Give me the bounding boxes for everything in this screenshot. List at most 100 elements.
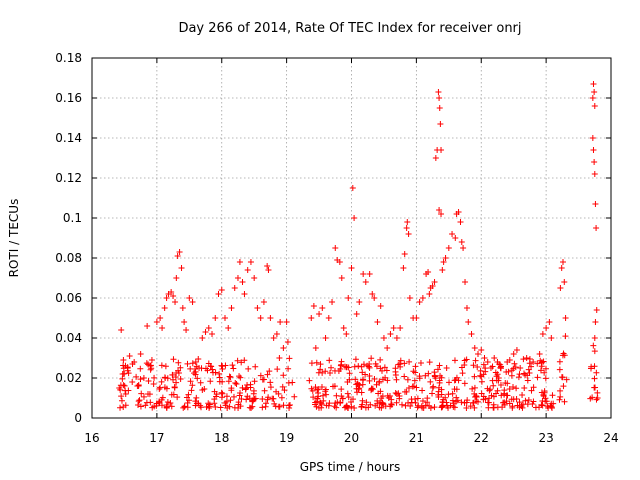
band-point bbox=[368, 355, 375, 362]
data-point bbox=[356, 299, 363, 305]
data-point bbox=[591, 159, 598, 165]
band-point bbox=[510, 384, 517, 391]
band-point bbox=[396, 360, 403, 367]
data-point bbox=[308, 315, 315, 321]
band-point bbox=[559, 374, 566, 381]
band-point bbox=[157, 384, 164, 391]
data-point bbox=[284, 339, 291, 345]
band-point bbox=[212, 404, 219, 411]
data-point bbox=[124, 365, 131, 371]
band-point bbox=[429, 390, 436, 397]
band-point bbox=[471, 384, 478, 391]
data-point bbox=[371, 295, 378, 301]
band-point bbox=[526, 360, 533, 367]
band-point bbox=[265, 394, 272, 401]
band-point bbox=[274, 366, 281, 373]
data-point bbox=[186, 295, 193, 301]
chart-title: Day 266 of 2014, Rate Of TEC Index for r… bbox=[178, 21, 521, 36]
data-point bbox=[118, 327, 125, 333]
band-point bbox=[556, 366, 563, 373]
data-point bbox=[400, 265, 407, 271]
data-point bbox=[406, 295, 413, 301]
data-point bbox=[277, 319, 284, 325]
band-point bbox=[449, 390, 456, 397]
band-point bbox=[539, 359, 546, 366]
data-point bbox=[316, 311, 323, 317]
data-point bbox=[405, 231, 412, 237]
data-point bbox=[144, 323, 151, 329]
band-point bbox=[193, 394, 200, 401]
band-point bbox=[359, 401, 366, 408]
data-point bbox=[497, 365, 504, 371]
data-point bbox=[332, 245, 339, 251]
band-point bbox=[490, 404, 497, 411]
band-point bbox=[538, 389, 545, 396]
band-point bbox=[378, 404, 385, 411]
band-point bbox=[591, 363, 598, 370]
band-point bbox=[497, 382, 504, 389]
data-point bbox=[236, 259, 243, 265]
band-point bbox=[149, 404, 156, 411]
band-point bbox=[405, 384, 412, 391]
band-point bbox=[197, 402, 204, 409]
band-point bbox=[133, 373, 140, 380]
data-point bbox=[481, 355, 488, 361]
band-point bbox=[482, 368, 489, 375]
band-point bbox=[511, 360, 518, 367]
band-point bbox=[351, 363, 358, 370]
band-point bbox=[318, 401, 325, 408]
band-point bbox=[259, 376, 266, 383]
band-point bbox=[142, 402, 149, 409]
data-point bbox=[592, 201, 599, 207]
band-point bbox=[276, 355, 283, 362]
data-point bbox=[199, 335, 206, 341]
band-point bbox=[228, 387, 235, 394]
band-point bbox=[398, 401, 405, 408]
band-point bbox=[249, 398, 256, 405]
data-point bbox=[558, 265, 565, 271]
band-point bbox=[222, 400, 229, 407]
x-tick-label: 19 bbox=[279, 431, 294, 445]
band-point bbox=[120, 404, 127, 411]
data-point bbox=[484, 359, 491, 365]
data-point bbox=[431, 279, 438, 285]
data-point bbox=[170, 293, 177, 299]
band-point bbox=[272, 403, 279, 410]
band-point bbox=[589, 394, 596, 401]
band-point bbox=[472, 394, 479, 401]
band-point bbox=[212, 369, 219, 376]
band-point bbox=[542, 365, 549, 372]
y-axis-label: ROTI / TECUs bbox=[7, 199, 21, 278]
band-point bbox=[241, 357, 248, 364]
band-point bbox=[275, 403, 282, 410]
data-point bbox=[283, 319, 290, 325]
band-point bbox=[378, 367, 385, 374]
band-point bbox=[173, 379, 180, 386]
band-point bbox=[230, 365, 237, 372]
band-point bbox=[593, 369, 600, 376]
data-point bbox=[440, 259, 447, 265]
band-point bbox=[251, 378, 258, 385]
band-point bbox=[339, 395, 346, 402]
data-point bbox=[442, 255, 449, 261]
band-point bbox=[556, 396, 563, 403]
band-point bbox=[163, 385, 170, 392]
data-point bbox=[231, 285, 238, 291]
band-point bbox=[225, 378, 232, 385]
band-point bbox=[534, 374, 541, 381]
data-point bbox=[458, 239, 465, 245]
band-point bbox=[207, 378, 214, 385]
band-point bbox=[191, 370, 198, 377]
band-point bbox=[236, 392, 243, 399]
band-point bbox=[145, 377, 152, 384]
data-point bbox=[397, 325, 404, 331]
data-point bbox=[325, 315, 332, 321]
band-point bbox=[325, 402, 332, 409]
band-point bbox=[417, 360, 424, 367]
y-tick-label: 0.16 bbox=[55, 91, 82, 105]
band-point bbox=[117, 404, 124, 411]
band-point bbox=[401, 373, 408, 380]
data-point bbox=[546, 319, 553, 325]
axis-ticks bbox=[91, 57, 612, 419]
